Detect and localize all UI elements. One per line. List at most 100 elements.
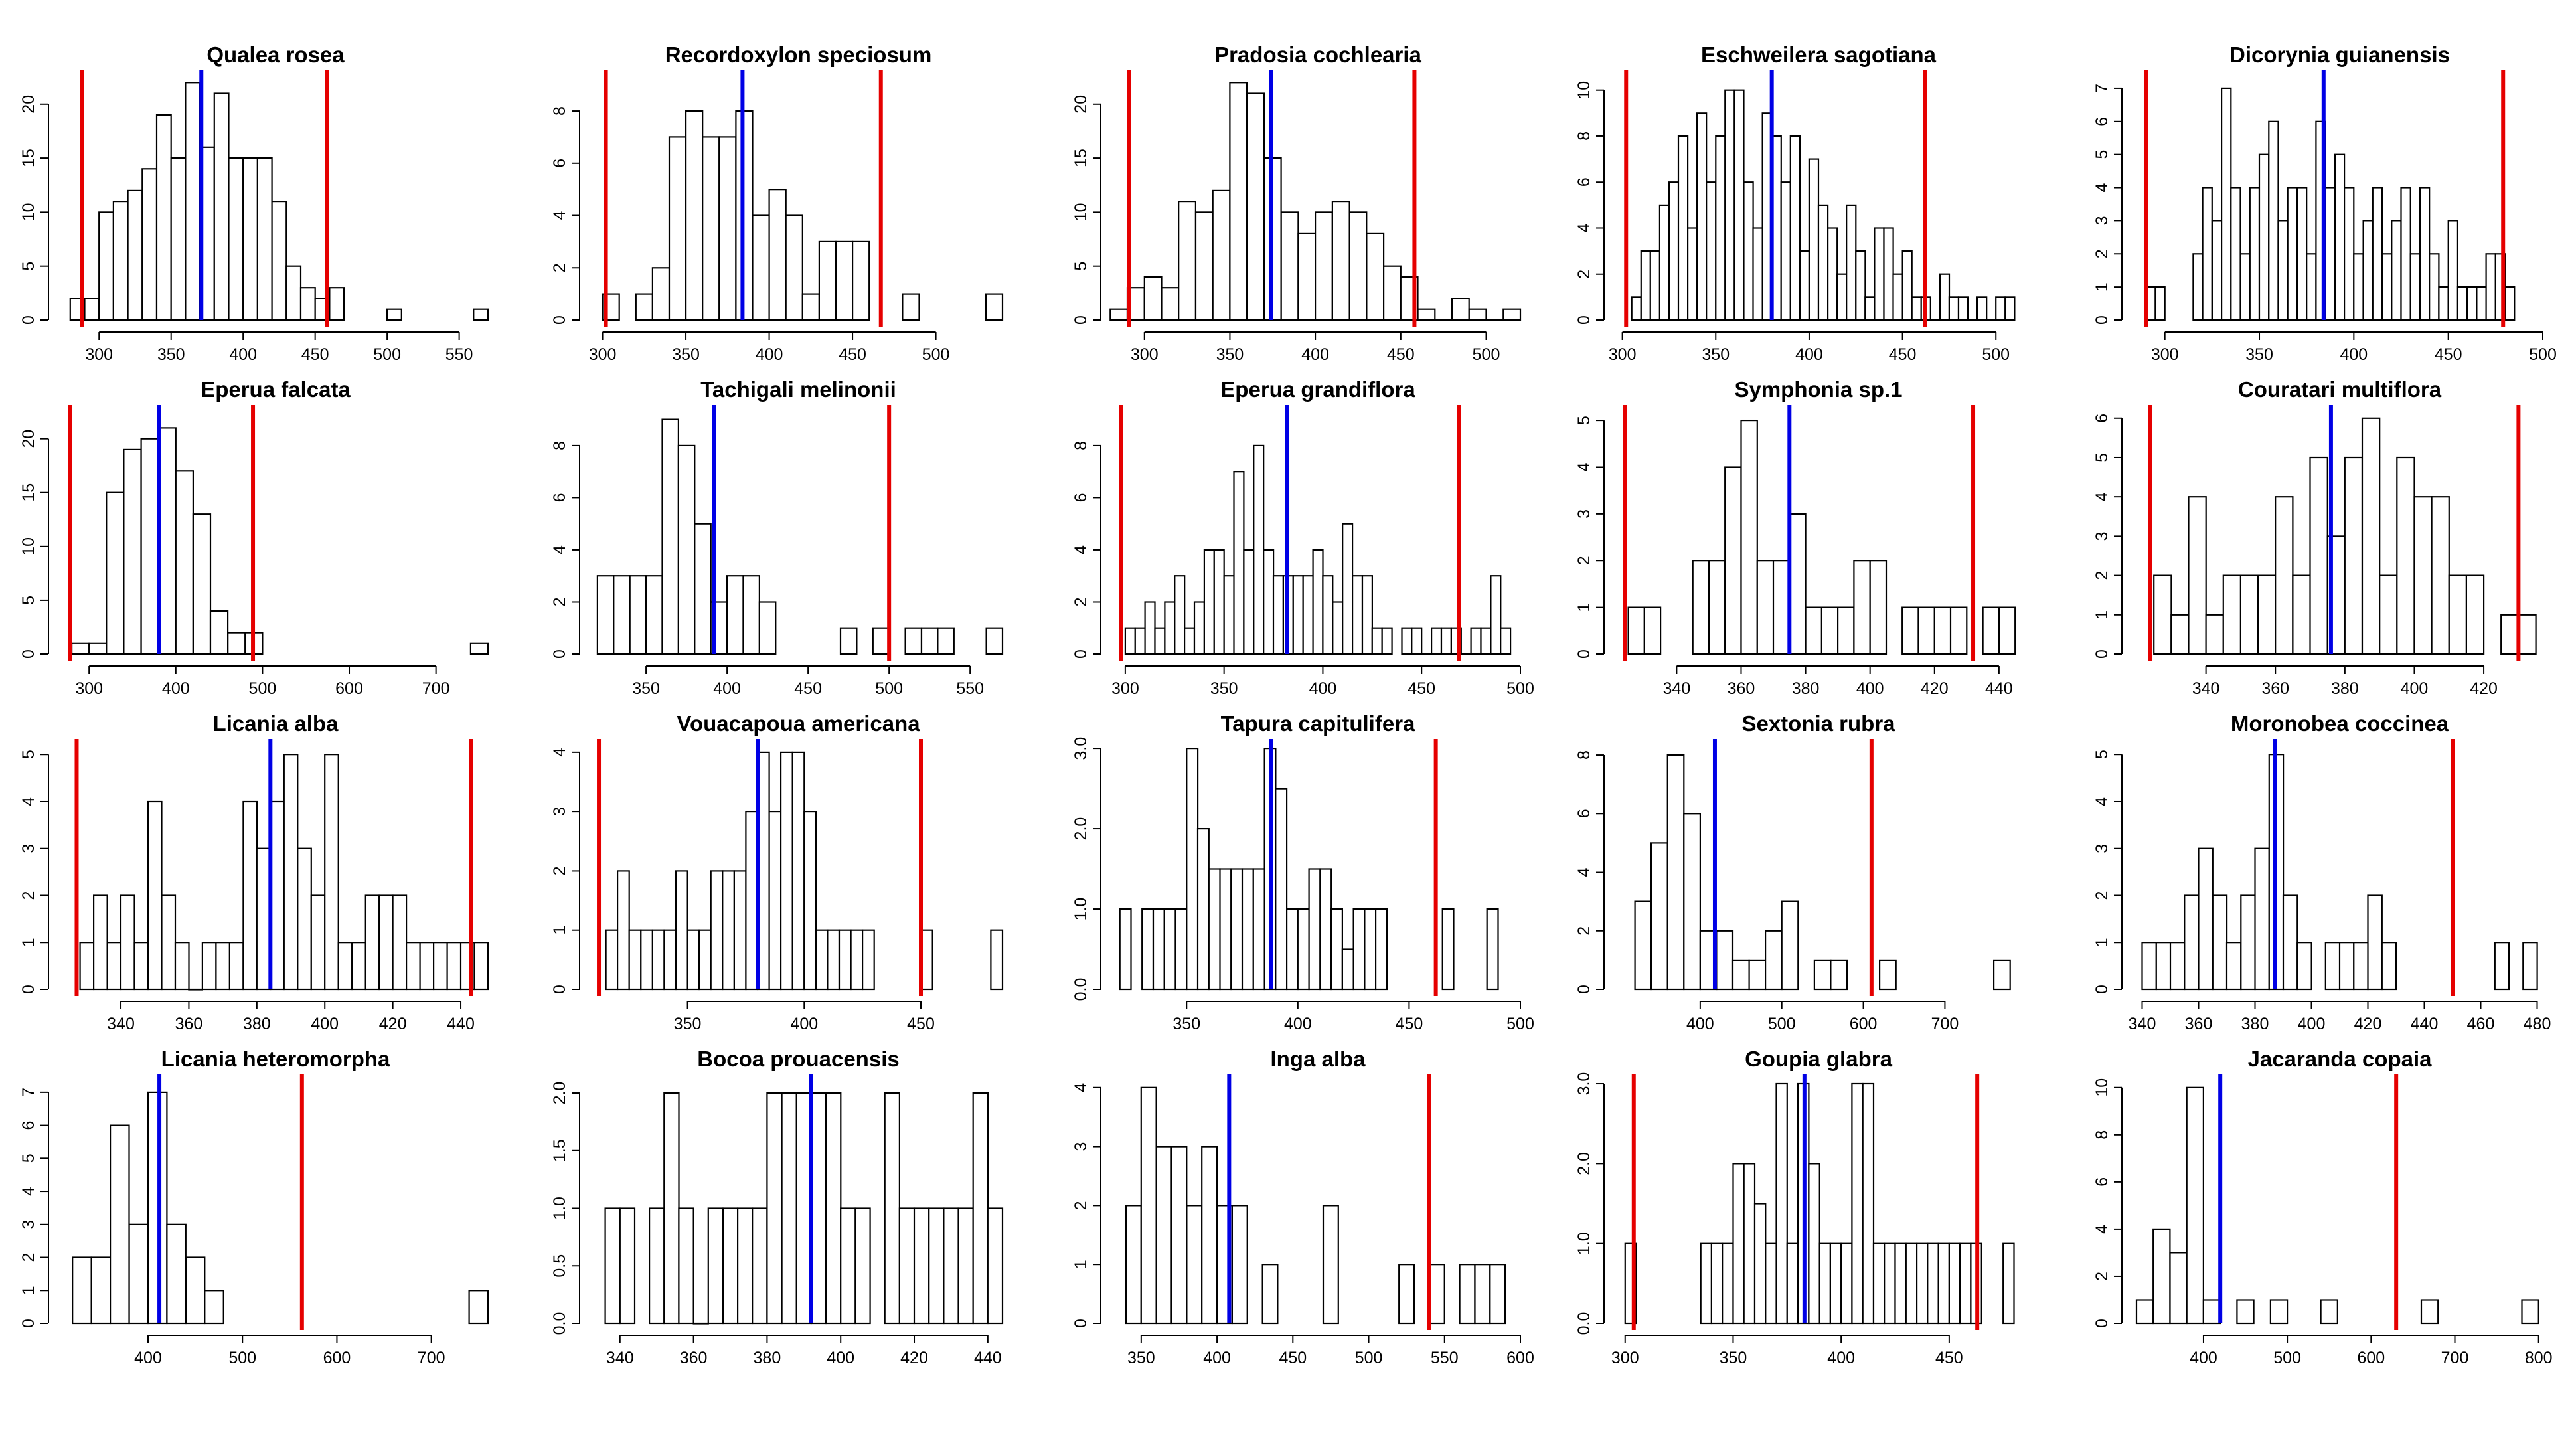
histogram-bar [1348, 211, 1368, 321]
x-tick-label: 400 [2190, 1349, 2217, 1367]
histogram-bar [1743, 181, 1754, 321]
x-tick-label: 500 [1768, 1015, 1796, 1033]
histogram-bar [1722, 1242, 1734, 1325]
panel-title: Dicorynia guianensis [2229, 42, 2450, 67]
histogram-bar [2153, 574, 2172, 655]
y-tick-label: 0 [550, 315, 569, 325]
histogram-bar [1312, 549, 1324, 655]
histogram-bar [1708, 560, 1726, 655]
histogram-bar [1431, 627, 1443, 655]
histogram-bar [1683, 813, 1702, 991]
histogram-bar [1302, 575, 1314, 655]
histogram-bar [1485, 319, 1504, 321]
y-tick-label: 6 [550, 159, 569, 168]
x-tick-label: 350 [1210, 679, 1238, 698]
histogram-bar [1668, 181, 1680, 321]
histogram-bar [1163, 908, 1176, 991]
histogram-bar [2361, 417, 2381, 655]
x-tick-label: 360 [680, 1349, 708, 1367]
histogram-bar [1341, 948, 1354, 991]
y-tick-label: 1.0 [1575, 1232, 1593, 1255]
histogram-bar [1383, 265, 1402, 321]
y-tick-label: 20 [1072, 95, 1090, 114]
x-tick-label: 380 [754, 1349, 781, 1367]
histogram-bar [1351, 575, 1364, 655]
histogram-bar [1879, 959, 1897, 991]
histogram-bar [1285, 908, 1299, 991]
y-tick-label: 0 [19, 985, 38, 994]
histogram-bar [1853, 560, 1871, 655]
histogram-bar [825, 1092, 842, 1325]
histogram-bar [185, 82, 201, 321]
panel-title: Bocoa prouacensis [697, 1047, 899, 1071]
y-tick-label: 5 [2093, 150, 2111, 159]
histogram-bar [1687, 227, 1698, 321]
histogram-bar [473, 942, 489, 991]
x-tick-label: 400 [2340, 345, 2368, 364]
histogram-bar [1164, 601, 1176, 655]
panel-title: Qualea rosea [206, 42, 345, 67]
y-tick-label: 1 [2093, 938, 2111, 947]
histogram-bar [2379, 574, 2398, 655]
histogram-bar [228, 157, 244, 321]
histogram-bar [990, 929, 1004, 991]
histogram-bar [1241, 868, 1254, 991]
histogram-bar [1998, 606, 2016, 655]
y-tick-label: 2 [19, 1253, 38, 1262]
histogram-bar [213, 92, 230, 321]
x-tick-label: 400 [756, 345, 783, 364]
x-tick-label: 500 [1506, 679, 1534, 698]
histogram-bar [1982, 606, 2000, 655]
x-tick-label: 380 [243, 1015, 271, 1033]
histogram-bar [123, 448, 142, 655]
y-tick-label: 0 [19, 1319, 38, 1328]
histogram-bar [2169, 1252, 2188, 1325]
histogram-bar [985, 627, 1004, 655]
histogram-bar [1297, 232, 1317, 321]
panel-title: Recordoxylon speciosum [665, 42, 932, 67]
histogram-bar [1366, 232, 1385, 321]
histogram-panel: Pradosia cochlearia 300 350 400 450 500 0 5 10 15… [1072, 42, 1522, 364]
y-tick-label: 3 [1575, 509, 1593, 519]
histogram-bar [2225, 942, 2242, 991]
y-tick-label: 2 [550, 263, 569, 272]
x-tick-label: 380 [1792, 679, 1820, 698]
histogram-bar [1677, 135, 1689, 321]
histogram-bar [170, 157, 187, 321]
y-tick-label: 0 [1072, 315, 1090, 325]
x-tick-label: 400 [1309, 679, 1337, 698]
histogram-bar [2198, 847, 2214, 991]
y-tick-label: 1 [550, 926, 569, 935]
histogram-bar [1894, 1242, 1907, 1325]
histogram-panel: Dicorynia guianensis 300 350 400 450 500 0 1 2 3 4… [2093, 42, 2557, 364]
histogram-bar [2344, 456, 2364, 655]
histogram-bar [2344, 187, 2355, 321]
y-tick-label: 20 [19, 95, 38, 114]
histogram-bar [106, 942, 122, 991]
y-tick-label: 1 [1072, 1260, 1090, 1269]
y-tick-label: 5 [2093, 453, 2111, 462]
histogram-bar [2324, 187, 2336, 321]
histogram-bar [2296, 942, 2312, 991]
histogram-bar [2494, 942, 2510, 991]
histogram-bar [2409, 253, 2421, 321]
histogram-panel: Recordoxylon speciosum 300 350 400 450 500 0 2 4… [550, 42, 1004, 364]
histogram-bar [766, 1092, 783, 1325]
histogram-bar [1319, 868, 1332, 991]
x-tick-label: 400 [229, 345, 257, 364]
y-tick-label: 6 [1072, 493, 1090, 502]
x-tick-label: 700 [422, 679, 450, 698]
panel-title: Inga alba [1270, 1047, 1366, 1071]
histogram-bar [1756, 560, 1775, 655]
histogram-bar [2188, 496, 2207, 655]
histogram-bar [2212, 894, 2228, 991]
histogram-bar [2518, 614, 2537, 655]
y-tick-label: 1 [19, 1286, 38, 1295]
x-tick-label: 500 [1982, 345, 2010, 364]
histogram-bar [1330, 908, 1343, 991]
histogram-panel: Licania alba 340 360 380 400 420 440 0 1 2 3 4 5 [19, 711, 489, 1033]
x-tick-label: 350 [632, 679, 660, 698]
histogram-bar [1178, 201, 1196, 321]
histogram-bar [120, 894, 135, 991]
histogram-bar [84, 298, 100, 321]
